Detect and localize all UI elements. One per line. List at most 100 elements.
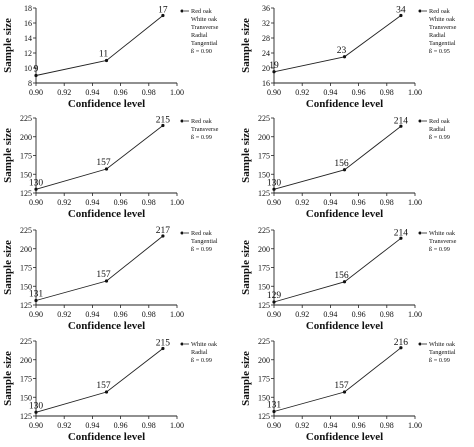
legend-line: Red oak: [429, 118, 451, 125]
x-tick-label: 0.96: [114, 310, 128, 319]
y-axis-title: Sample size: [240, 240, 252, 295]
y-tick-label: 225: [258, 337, 270, 346]
legend-line: Tangential: [191, 238, 218, 245]
data-label: 157: [96, 270, 111, 280]
y-tick-label: 200: [258, 356, 270, 365]
data-point: [399, 13, 403, 18]
x-tick-label: 0.94: [85, 198, 99, 207]
data-label: 9: [34, 65, 39, 75]
y-tick-label: 200: [20, 245, 32, 254]
data-label: 156: [334, 159, 349, 169]
y-axis-title: Sample size: [2, 128, 14, 183]
x-tick-label: 0.94: [85, 88, 99, 97]
x-tick-label: 0.96: [114, 88, 128, 97]
y-tick-label: 200: [258, 245, 270, 254]
x-tick-label: 0.92: [57, 88, 71, 97]
y-axis-title: Sample size: [2, 351, 14, 406]
legend-line: Tangential: [429, 349, 456, 356]
x-tick-label: 0.96: [114, 421, 128, 430]
y-tick-label: 150: [258, 170, 270, 179]
x-tick-label: 0.94: [323, 88, 337, 97]
legend-line: ß = 0.99: [191, 134, 212, 141]
y-tick-label: 16: [262, 79, 270, 88]
chart-panel-7: 0.90 0.92 0.94 0.96 0.98 1.00 125 150 175 200 225 C…: [2, 337, 218, 443]
legend-line: White oak: [429, 341, 456, 348]
series-line: [273, 15, 402, 73]
legend-line: Radial: [429, 32, 446, 39]
y-tick-label: 8: [28, 79, 32, 88]
legend-line: Transverse: [429, 24, 457, 31]
data-point: [272, 409, 276, 414]
x-tick-label: 0.94: [323, 198, 337, 207]
data-point: [34, 298, 38, 303]
y-tick-label: 175: [20, 264, 32, 273]
legend-line: Transverse: [429, 238, 457, 245]
data-point: [399, 124, 403, 128]
data-point: [34, 187, 38, 191]
y-tick-label: 225: [20, 114, 32, 123]
y-tick-label: 10: [24, 64, 32, 73]
legend-marker: [180, 119, 184, 123]
y-tick-label: 150: [20, 393, 32, 402]
x-tick-label: 0.96: [352, 88, 366, 97]
y-tick-label: 150: [258, 282, 270, 291]
data-label: 23: [337, 46, 347, 56]
x-tick-label: 0.98: [142, 88, 156, 97]
legend-line: Red oak: [191, 230, 213, 237]
data-point: [104, 58, 109, 63]
x-tick-label: 0.90: [267, 88, 281, 97]
legend-line: ß = 0.99: [429, 134, 450, 141]
legend-line: White oak: [429, 16, 456, 23]
data-label: 157: [96, 158, 111, 168]
y-tick-label: 12: [24, 49, 32, 58]
legend-line: ß = 0.99: [429, 357, 450, 364]
data-point: [161, 13, 165, 18]
x-tick-label: 0.98: [380, 88, 394, 97]
legend-line: White oak: [429, 230, 456, 237]
y-tick-label: 225: [258, 226, 270, 235]
x-tick-label: 0.92: [57, 310, 71, 319]
x-tick-label: 0.92: [295, 310, 309, 319]
x-axis-title: Confidence level: [306, 208, 383, 220]
y-tick-label: 225: [20, 337, 32, 346]
data-point: [104, 167, 109, 171]
legend-line: Transverse: [191, 24, 219, 31]
x-tick-label: 0.92: [57, 198, 71, 207]
x-tick-label: 0.98: [142, 198, 156, 207]
x-tick-label: 0.94: [85, 310, 99, 319]
y-tick-label: 200: [258, 133, 270, 142]
y-tick-label: 16: [24, 19, 32, 28]
data-label: 19: [269, 61, 279, 71]
data-point: [161, 234, 165, 238]
chart-panel-5: 0.90 0.92 0.94 0.96 0.98 1.00 125 150 175 200 225 C…: [2, 226, 218, 332]
y-axis-title: Sample size: [240, 18, 252, 73]
data-label: 34: [396, 6, 406, 16]
x-tick-label: 1.00: [170, 421, 184, 430]
data-label: 17: [158, 6, 168, 16]
data-label: 11: [99, 50, 108, 60]
data-point: [342, 280, 347, 284]
y-tick-label: 225: [258, 114, 270, 123]
y-tick-label: 24: [262, 49, 270, 58]
x-tick-label: 0.92: [295, 88, 309, 97]
data-label: 214: [394, 228, 409, 238]
legend-line: White oak: [191, 16, 218, 23]
y-tick-label: 32: [262, 19, 270, 28]
data-point: [272, 187, 276, 191]
legend-marker: [418, 119, 422, 123]
data-label: 131: [29, 290, 44, 300]
legend-line: ß = 0.99: [429, 246, 450, 253]
x-tick-label: 0.96: [352, 421, 366, 430]
data-point: [161, 123, 165, 128]
x-axis-title: Confidence level: [68, 98, 145, 110]
x-tick-label: 1.00: [170, 88, 184, 97]
x-tick-label: 0.90: [29, 198, 43, 207]
x-tick-label: 0.90: [29, 310, 43, 319]
x-tick-label: 0.96: [352, 310, 366, 319]
legend-marker: [180, 231, 184, 235]
x-tick-label: 0.90: [29, 88, 43, 97]
legend-marker: [418, 342, 422, 346]
data-point: [342, 390, 347, 394]
x-axis-title: Confidence level: [68, 431, 145, 443]
